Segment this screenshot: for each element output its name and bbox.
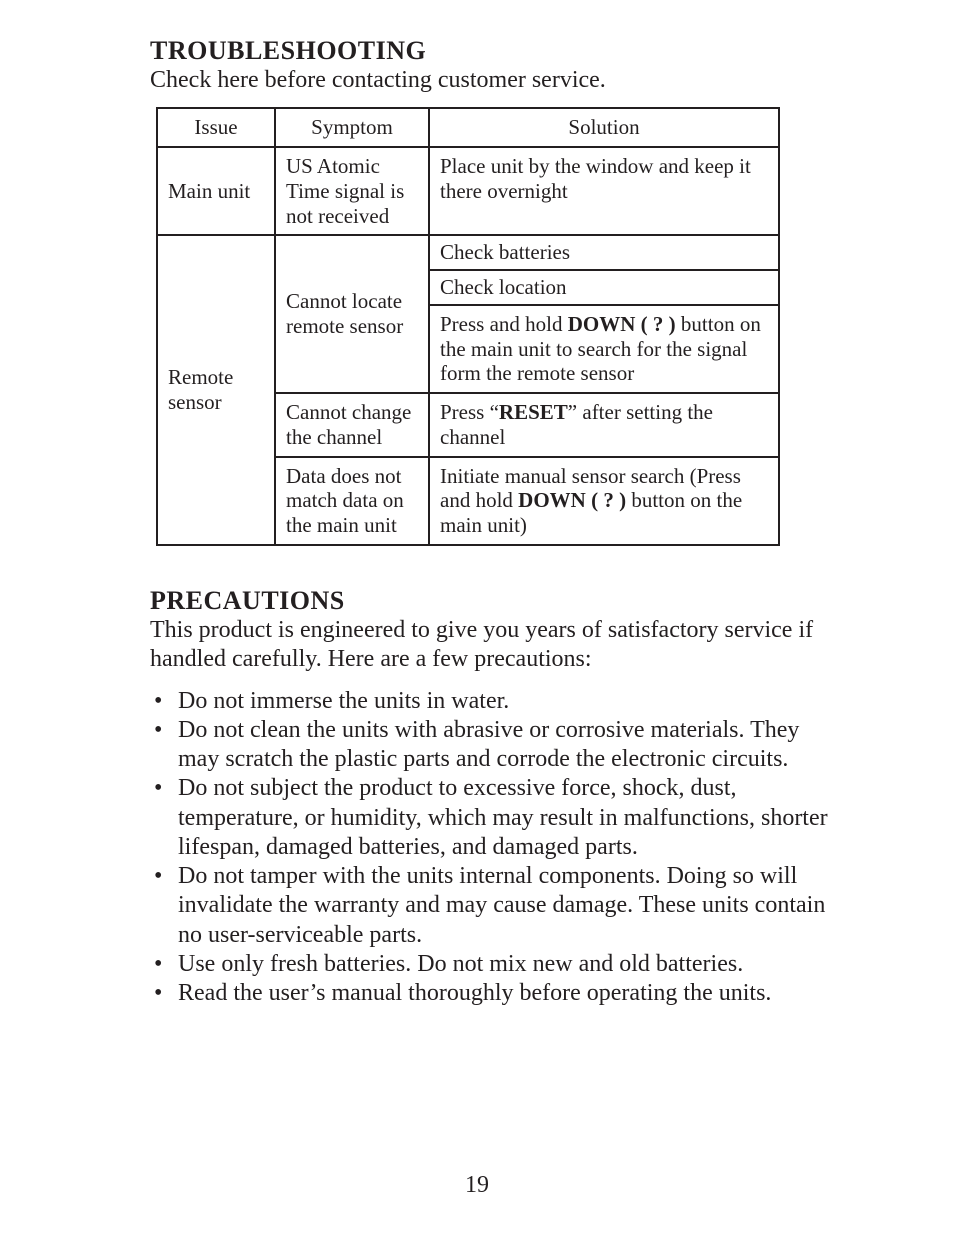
bullet-icon: • <box>154 687 162 716</box>
table-row: Remote sensor Cannot locate remote senso… <box>157 235 779 270</box>
cell-solution: Press “RESET” after setting the channel <box>429 393 779 457</box>
cell-solution: Place unit by the window and keep it the… <box>429 147 779 235</box>
page-number: 19 <box>0 1172 954 1199</box>
cell-solution: Initiate manual sensor search (Press and… <box>429 457 779 545</box>
bullet-icon: • <box>154 979 162 1008</box>
list-item: • Use only fresh batteries. Do not mix ne… <box>150 950 844 979</box>
cell-symptom: Cannot change the channel <box>275 393 429 457</box>
bullet-icon: • <box>154 774 162 803</box>
list-item: • Read the user’s manual thoroughly befor… <box>150 979 844 1008</box>
list-item-text: Use only fresh batteries. Do not mix new… <box>178 951 743 977</box>
cell-solution: Press and hold DOWN ( ? ) button on the … <box>429 305 779 393</box>
th-issue: Issue <box>157 108 275 147</box>
precautions-lead: This product is engineered to give you y… <box>150 616 844 675</box>
list-item: • Do not subject the product to excessive… <box>150 774 844 862</box>
cell-issue: Main unit <box>157 147 275 235</box>
cell-solution: Check batteries <box>429 235 779 270</box>
cell-issue: Remote sensor <box>157 235 275 545</box>
down-button-label: DOWN ( ? ) <box>568 312 676 336</box>
list-item: • Do not clean the units with abrasive or… <box>150 716 844 775</box>
cell-symptom: Data does not match data on the main uni… <box>275 457 429 545</box>
list-item-text: Do not clean the units with abrasive or … <box>178 717 799 772</box>
list-item: • Do not immerse the units in water. <box>150 687 844 716</box>
text: Press “ <box>440 400 499 424</box>
text: Press and hold <box>440 312 568 336</box>
bullet-icon: • <box>154 716 162 745</box>
list-item-text: Do not immerse the units in water. <box>178 688 509 714</box>
list-item-text: Read the user’s manual thoroughly before… <box>178 980 771 1006</box>
troubleshooting-heading: TROUBLESHOOTING <box>150 36 844 66</box>
precautions-heading: PRECAUTIONS <box>150 586 844 616</box>
troubleshooting-lead: Check here before contacting customer se… <box>150 66 844 95</box>
table-row: Main unit US Atomic Time signal is not r… <box>157 147 779 235</box>
th-symptom: Symptom <box>275 108 429 147</box>
down-button-label: DOWN ( ? ) <box>518 488 626 512</box>
bullet-icon: • <box>154 950 162 979</box>
th-solution: Solution <box>429 108 779 147</box>
cell-solution: Check location <box>429 270 779 305</box>
bullet-icon: • <box>154 862 162 891</box>
list-item: • Do not tamper with the units internal c… <box>150 862 844 950</box>
troubleshooting-table: Issue Symptom Solution Main unit US Atom… <box>156 107 780 546</box>
reset-label: RESET <box>499 400 568 424</box>
cell-symptom: US Atomic Time signal is not received <box>275 147 429 235</box>
list-item-text: Do not tamper with the units internal co… <box>178 863 825 948</box>
list-item-text: Do not subject the product to excessive … <box>178 775 828 860</box>
precautions-list: • Do not immerse the units in water. • Do … <box>150 687 844 1009</box>
table-header-row: Issue Symptom Solution <box>157 108 779 147</box>
cell-symptom: Cannot locate remote sensor <box>275 235 429 393</box>
